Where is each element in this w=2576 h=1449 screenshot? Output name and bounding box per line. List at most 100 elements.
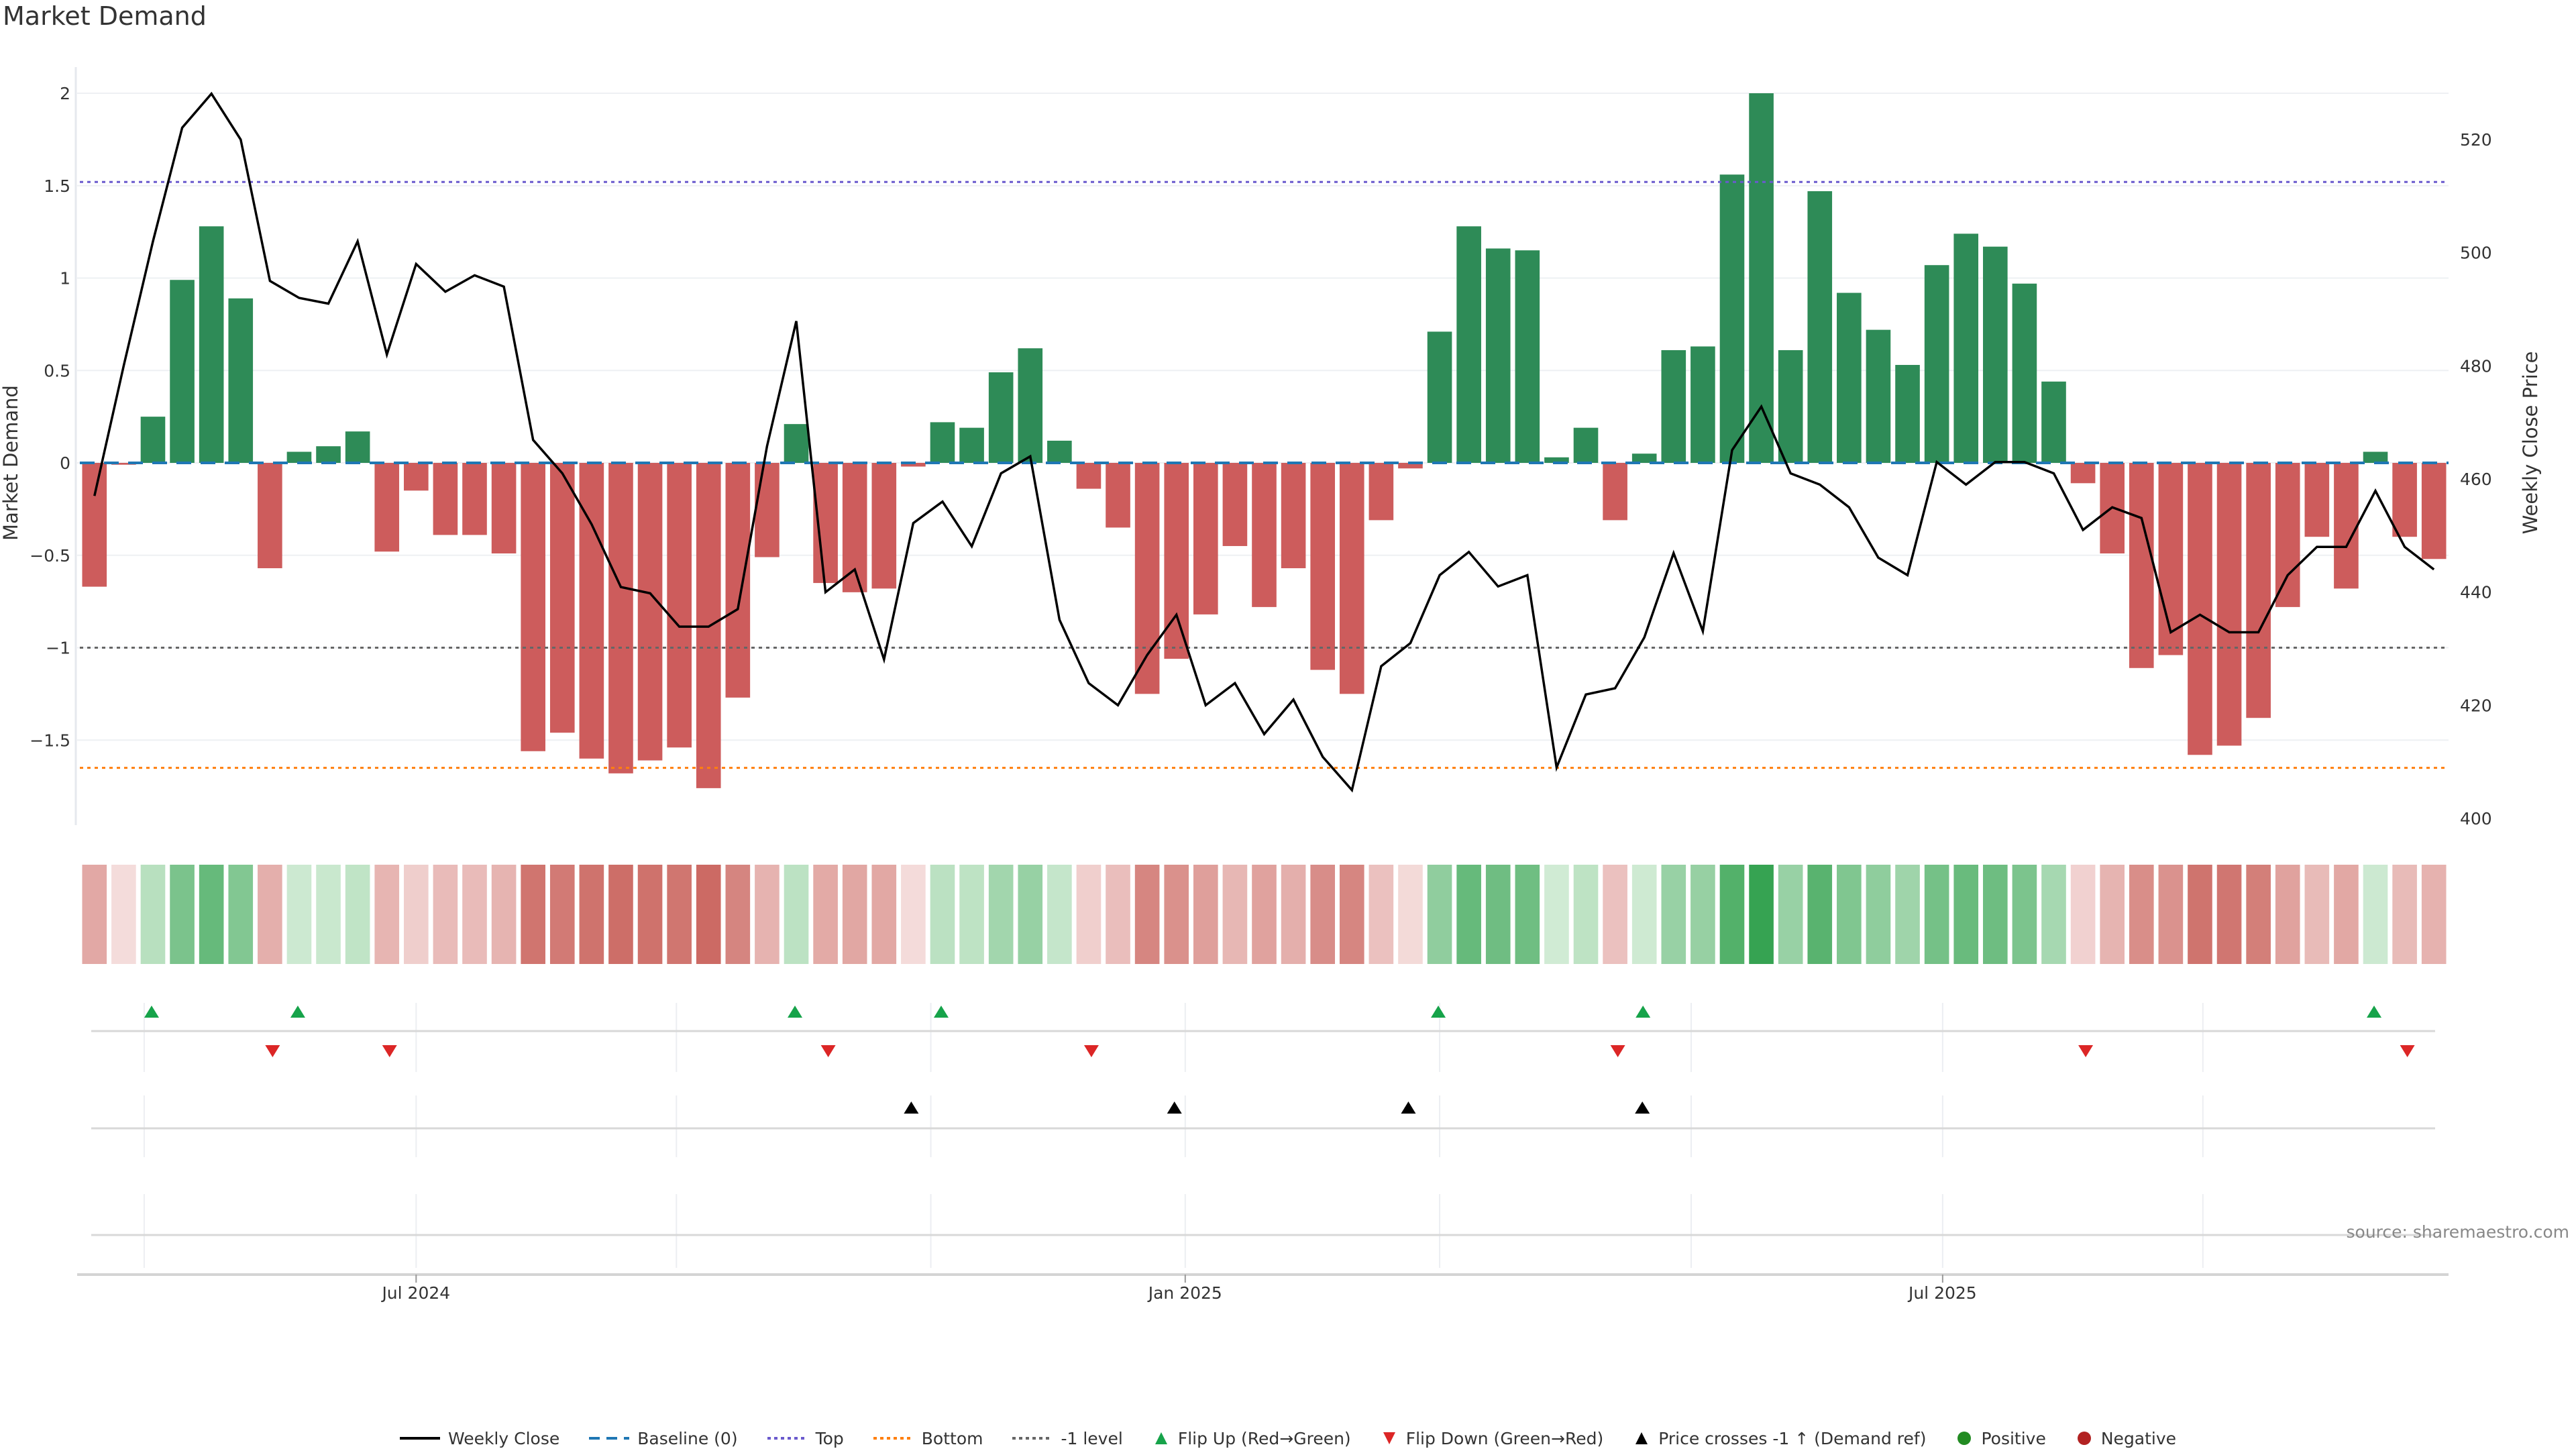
heat-cell <box>258 865 282 964</box>
demand-bar <box>1515 250 1540 463</box>
demand-bar <box>404 463 429 491</box>
heat-cell <box>1456 865 1481 964</box>
y-tick-label: −0.5 <box>30 546 70 566</box>
legend-label: Price crosses -1 ↑ (Demand ref) <box>1658 1428 1927 1448</box>
y2-tick-label: 420 <box>2460 696 2492 715</box>
demand-bar <box>959 427 984 463</box>
heat-cell <box>637 865 663 964</box>
demand-bar <box>1106 463 1130 528</box>
demand-bar <box>988 372 1014 463</box>
demand-bar <box>1895 364 1920 463</box>
demand-bar <box>345 431 370 463</box>
x-tick-label: Jul 2025 <box>1907 1283 1977 1303</box>
heat-cell <box>1193 865 1218 964</box>
demand-bar <box>1339 463 1364 694</box>
heat-cell <box>1515 865 1540 964</box>
circle-icon <box>2077 1432 2091 1445</box>
price-cross-marker <box>1401 1102 1416 1114</box>
legend-item[interactable]: Flip Down (Green→Red) <box>1381 1428 1604 1448</box>
legend-item[interactable]: Weekly Close <box>399 1429 559 1448</box>
y2-tick-label: 480 <box>2460 356 2492 376</box>
legend-item[interactable]: Baseline (0) <box>589 1429 738 1448</box>
heat-cell <box>1047 865 1072 964</box>
heat-cell <box>345 865 370 964</box>
legend-item[interactable]: Top <box>767 1429 844 1448</box>
heat-cell <box>901 865 926 964</box>
demand-bar <box>199 226 224 463</box>
dashed-line-icon <box>589 1437 630 1440</box>
demand-bar <box>111 463 136 465</box>
legend-item[interactable]: Positive <box>1955 1428 2046 1448</box>
heat-cell <box>286 865 312 964</box>
heat-cell <box>433 865 458 964</box>
heat-cell <box>2012 865 2037 964</box>
legend-label: -1 level <box>1061 1428 1123 1448</box>
legend-item[interactable]: Bottom <box>873 1429 983 1448</box>
heat-cell <box>2421 865 2447 964</box>
demand-bars <box>82 93 2447 788</box>
weekly-close-polyline <box>93 91 2435 793</box>
demand-bar <box>1281 463 1306 569</box>
heat-cell <box>579 865 604 964</box>
heat-cell <box>2216 865 2242 964</box>
heat-cell <box>521 865 545 964</box>
demand-bar <box>2012 283 2037 463</box>
triangle-up-icon <box>1155 1432 1167 1444</box>
axes: 2 1.5 1 0.5 0 −0.5 −1 −1.5 520 500 480 460 440 420 400… <box>30 67 2492 1303</box>
event-marker-rows <box>91 1003 2435 1268</box>
demand-bar <box>549 463 575 733</box>
demand-bar <box>1807 191 1833 463</box>
heat-cell <box>871 865 897 964</box>
heat-cell <box>667 865 692 964</box>
heat-cell <box>1983 865 2008 964</box>
heat-cell <box>1427 865 1452 964</box>
heat-cell <box>1368 865 1394 964</box>
heat-cell <box>111 865 136 964</box>
y2-axis-title: Weekly Close Price <box>2519 352 2542 535</box>
heat-cell <box>988 865 1014 964</box>
triangle-down-icon <box>1383 1432 1395 1444</box>
flip-up-marker <box>788 1006 803 1018</box>
legend: Weekly Close Baseline (0) Top Bottom -1 leve… <box>0 1428 2576 1449</box>
demand-bar <box>1018 348 1043 463</box>
demand-bar <box>1719 174 1745 463</box>
heat-cell <box>608 865 633 964</box>
heat-cell <box>842 865 867 964</box>
x-tick-label: Jan 2025 <box>1147 1283 1222 1303</box>
heat-cell <box>404 865 429 964</box>
heat-cell <box>1573 865 1599 964</box>
demand-bar <box>608 463 633 773</box>
legend-item[interactable]: -1 level <box>1012 1428 1123 1448</box>
heat-cell <box>1106 865 1130 964</box>
heat-cell <box>1398 865 1423 964</box>
legend-item[interactable]: Negative <box>2076 1429 2176 1448</box>
heat-cell <box>1778 865 1803 964</box>
flip-up-marker <box>933 1006 949 1018</box>
demand-bar <box>930 422 955 463</box>
legend-label: Positive <box>1981 1428 2046 1448</box>
legend-item[interactable]: Price crosses -1 ↑ (Demand ref) <box>1633 1429 1926 1448</box>
legend-item[interactable]: Flip Up (Red→Green) <box>1152 1429 1351 1448</box>
demand-bar <box>2041 381 2066 463</box>
heat-cell <box>170 865 195 964</box>
demand-bar <box>871 463 897 589</box>
demand-bar <box>637 463 663 761</box>
demand-bar <box>784 424 809 463</box>
heat-cell <box>959 865 984 964</box>
legend-label: Flip Down (Green→Red) <box>1405 1428 1604 1448</box>
demand-bar <box>491 463 517 553</box>
heat-cell <box>2158 865 2184 964</box>
demand-bar <box>1134 463 1160 694</box>
demand-bar <box>2275 463 2300 607</box>
demand-bar <box>1573 427 1599 463</box>
y-tick-label: 0.5 <box>44 361 70 380</box>
heat-cell <box>549 865 575 964</box>
demand-bar <box>521 463 545 751</box>
heat-cell <box>1134 865 1160 964</box>
flip-down-marker <box>1083 1045 1099 1057</box>
flip-down-marker <box>382 1045 397 1057</box>
legend-label: Bottom <box>921 1428 983 1448</box>
legend-label: Top <box>815 1428 844 1448</box>
demand-bar <box>286 451 312 463</box>
demand-bar <box>1456 226 1481 463</box>
